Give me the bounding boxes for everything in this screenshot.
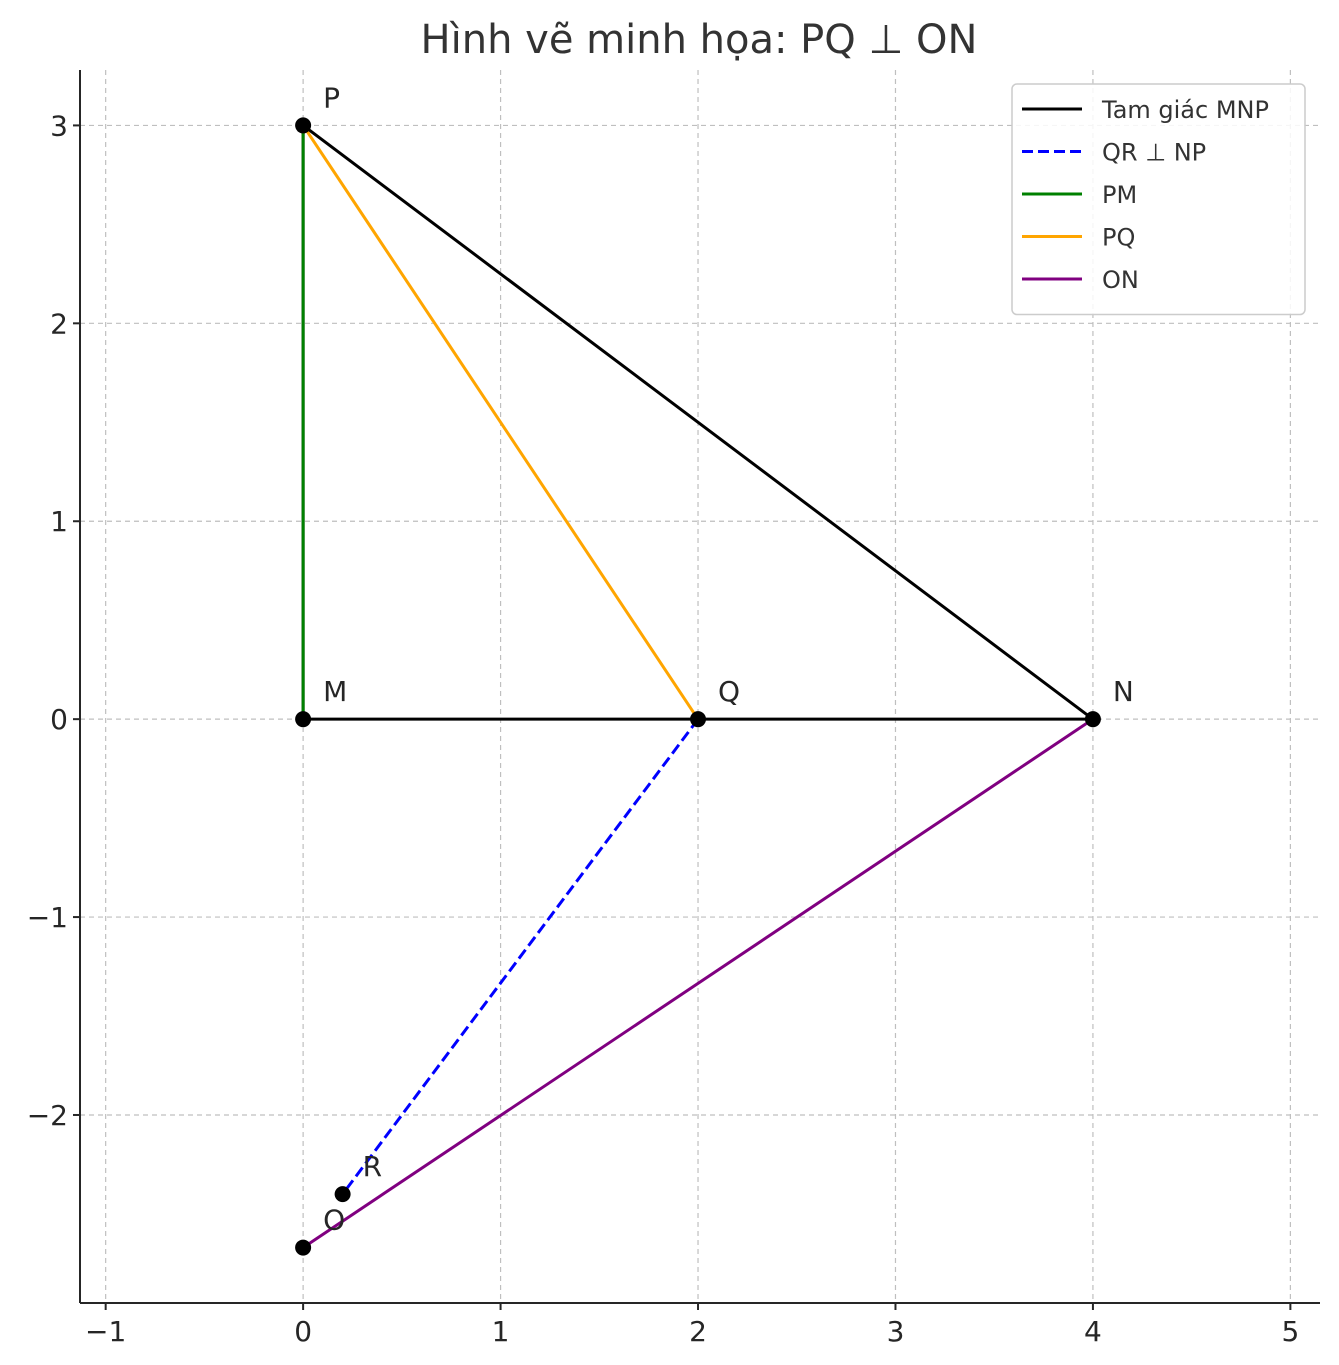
point-p — [295, 117, 312, 134]
x-tick-label: 1 — [492, 1315, 510, 1348]
x-tick-label: 2 — [689, 1315, 707, 1348]
axes: −1 0 1 2 3 4 5 −2 −1 0 1 2 3 — [27, 70, 1320, 1348]
point-label-n: N — [1113, 675, 1134, 708]
point-label-m: M — [323, 675, 347, 708]
point-m — [295, 711, 312, 728]
series-line-on — [302, 717, 1094, 1249]
x-tick-label: 5 — [1281, 1315, 1299, 1348]
y-tick-label: −1 — [27, 901, 68, 934]
series-line-pq — [301, 124, 700, 720]
y-tick-label: −2 — [27, 1099, 68, 1132]
point-n — [1084, 711, 1101, 728]
series-line-qr-np — [341, 718, 700, 1196]
x-tick-label: 0 — [294, 1315, 312, 1348]
x-tick-label: −1 — [85, 1315, 126, 1348]
legend-label-tam-gi-c-mnp: Tam giác MNP — [1101, 96, 1269, 124]
legend-label-pq: PQ — [1102, 224, 1135, 252]
point-r — [334, 1186, 351, 1203]
y-tick-label: 1 — [50, 505, 68, 538]
y-tick-label: 0 — [50, 703, 68, 736]
point-q — [690, 711, 707, 728]
point-label-o: O — [323, 1204, 345, 1237]
point-label-q: Q — [718, 675, 740, 708]
y-tick-label: 2 — [50, 307, 68, 340]
point-o — [295, 1239, 312, 1256]
legend: Tam giác MNP QR ⊥ NP PM PQ ON — [1011, 83, 1306, 316]
point-label-r: R — [363, 1150, 382, 1183]
legend-label-on: ON — [1102, 266, 1139, 294]
point-label-p: P — [323, 81, 340, 114]
x-tick-label: 4 — [1084, 1315, 1102, 1348]
x-tick-label: 3 — [887, 1315, 905, 1348]
legend-label-qr-np: QR ⊥ NP — [1102, 139, 1206, 167]
chart-title: Hình vẽ minh họa: PQ ⊥ ON — [421, 17, 978, 63]
legend-label-pm: PM — [1102, 181, 1137, 209]
legend-box — [1011, 83, 1306, 316]
y-tick-label: 3 — [50, 109, 68, 142]
